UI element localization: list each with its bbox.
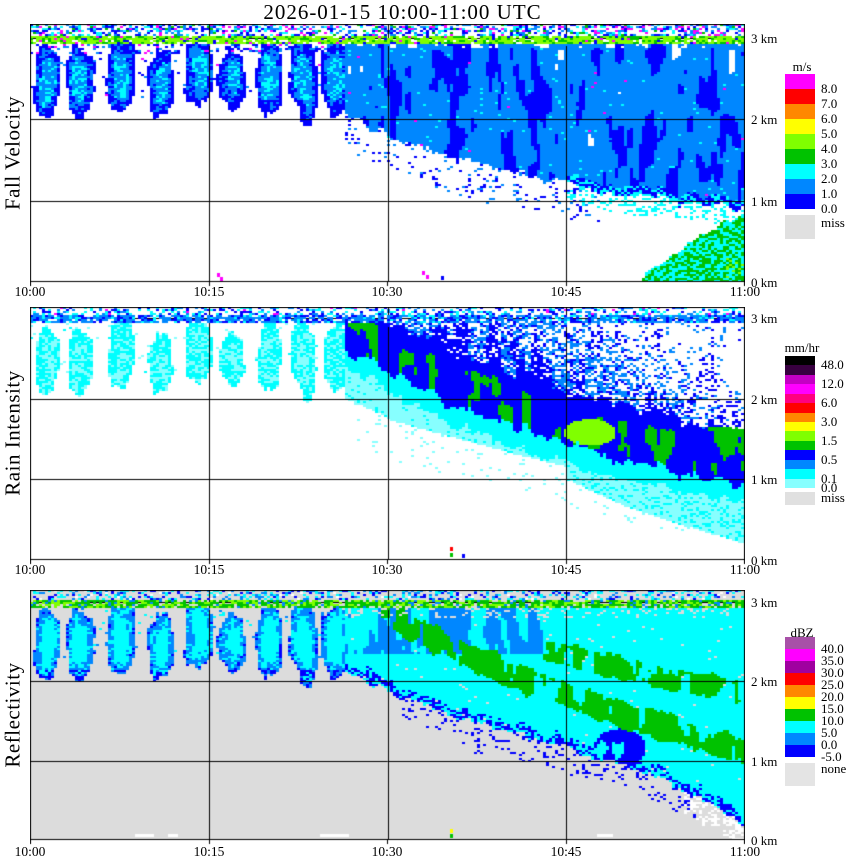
km-label: 1 km bbox=[751, 472, 778, 487]
velocity-legend-swatch bbox=[785, 134, 815, 150]
rain-legend-swatch bbox=[785, 374, 815, 385]
velocity-legend-swatch bbox=[785, 149, 815, 165]
velocity-legend-swatch bbox=[785, 74, 815, 90]
time-tick: 10:30 bbox=[371, 844, 403, 859]
velocity-heatmap bbox=[30, 24, 745, 287]
velocity-legend-tick: 8.0 bbox=[821, 81, 838, 96]
time-tick: 11:00 bbox=[729, 284, 761, 299]
velocity-legend-unit: m/s bbox=[792, 59, 812, 74]
km-label: 3 km bbox=[751, 311, 778, 326]
time-tick: 10:00 bbox=[14, 284, 46, 299]
reflectivity-legend-tick: -5.0 bbox=[821, 749, 842, 764]
rain-legend-swatch bbox=[785, 356, 815, 366]
velocity-legend-miss-swatch bbox=[785, 215, 815, 239]
rain-legend-swatch bbox=[785, 431, 815, 442]
velocity-legend-miss-label: miss bbox=[821, 215, 845, 230]
reflectivity-legend-tick: 35.0 bbox=[821, 653, 844, 668]
time-tick: 10:30 bbox=[371, 562, 403, 577]
rain-legend-tick: 48.0 bbox=[821, 357, 844, 373]
km-label: 2 km bbox=[751, 112, 778, 127]
rain-legend-tick: 3.0 bbox=[821, 414, 838, 429]
time-tick: 10:15 bbox=[193, 284, 225, 299]
rain-legend-swatch bbox=[785, 450, 815, 461]
reflectivity-axis-label: Reflectivity bbox=[0, 662, 25, 768]
reflectivity-legend-tick: 20.0 bbox=[821, 689, 844, 704]
rain-legend-swatch bbox=[785, 412, 815, 423]
velocity-legend-swatch bbox=[785, 179, 815, 195]
velocity-legend-swatch bbox=[785, 89, 815, 105]
reflectivity-legend-swatch bbox=[785, 721, 815, 734]
km-label: 0 km bbox=[751, 833, 778, 848]
rain-legend-tick: 6.0 bbox=[821, 395, 838, 411]
reflectivity-legend-tick: 10.0 bbox=[821, 713, 844, 728]
reflectivity-legend-swatch bbox=[785, 661, 815, 674]
velocity-legend-tick: 1.0 bbox=[821, 186, 838, 201]
time-tick: 10:45 bbox=[550, 284, 582, 299]
velocity-legend-tick: 7.0 bbox=[821, 96, 838, 111]
time-tick: 10:30 bbox=[371, 284, 403, 299]
km-label: 1 km bbox=[751, 194, 778, 209]
reflectivity-legend-tick: 30.0 bbox=[821, 665, 844, 680]
velocity-legend-tick: 6.0 bbox=[821, 111, 838, 126]
reflectivity-legend-unit: dBZ bbox=[790, 625, 814, 640]
rain-legend-tick: 0.1 bbox=[821, 470, 838, 486]
km-label: 0 km bbox=[751, 275, 778, 290]
reflectivity-legend-tick: 25.0 bbox=[821, 677, 844, 692]
rain-legend-swatch bbox=[785, 440, 815, 451]
velocity-legend-tick: 5.0 bbox=[821, 126, 838, 141]
rain-legend-tick: 0.5 bbox=[821, 451, 838, 467]
velocity-legend-tick: 4.0 bbox=[821, 141, 838, 156]
velocity-axis-label: Fall Velocity bbox=[0, 95, 25, 211]
reflectivity-legend-swatch bbox=[785, 733, 815, 746]
reflectivity-legend-tick: 15.0 bbox=[821, 701, 844, 716]
km-label: 1 km bbox=[751, 754, 778, 769]
reflectivity-heatmap bbox=[30, 590, 745, 845]
km-label: 3 km bbox=[751, 31, 778, 46]
reflectivity-legend-tick: 0.0 bbox=[821, 737, 838, 752]
reflectivity-legend-swatch bbox=[785, 697, 815, 710]
time-tick: 10:45 bbox=[550, 562, 582, 577]
page-title: 2026-01-15 10:00-11:00 UTC bbox=[263, 0, 542, 24]
time-tick: 10:15 bbox=[193, 562, 225, 577]
km-label: 2 km bbox=[751, 674, 778, 689]
time-tick: 10:00 bbox=[14, 562, 46, 577]
rain-legend-swatch bbox=[785, 459, 815, 470]
km-label: 2 km bbox=[751, 392, 778, 407]
time-tick: 11:00 bbox=[729, 844, 761, 859]
rain-legend-tick: 12.0 bbox=[821, 376, 844, 392]
reflectivity-legend-swatch bbox=[785, 709, 815, 722]
rain-legend-miss-label: miss bbox=[821, 490, 845, 505]
reflectivity-legend-tick: 5.0 bbox=[821, 725, 838, 740]
rain-legend-tick: 1.5 bbox=[821, 432, 838, 448]
time-tick: 10:15 bbox=[193, 844, 225, 859]
velocity-legend-swatch bbox=[785, 164, 815, 180]
velocity-legend-tick: 0.0 bbox=[821, 201, 838, 216]
time-tick: 10:45 bbox=[550, 844, 582, 859]
rain-legend: mm/hr 48.0 12.0 6.0 3.0 1.5 0.5 0.1 0.0 miss bbox=[785, 0, 849, 868]
rain-legend-swatch bbox=[785, 365, 815, 376]
rain-legend-unit: mm/hr bbox=[784, 340, 820, 355]
rain-axis-label: Rain Intensity bbox=[0, 370, 25, 496]
velocity-legend-tick: 2.0 bbox=[821, 171, 838, 186]
km-label: 0 km bbox=[751, 553, 778, 568]
rain-legend-swatch bbox=[785, 422, 815, 432]
reflectivity-legend-swatch bbox=[785, 649, 815, 662]
km-label: 3 km bbox=[751, 595, 778, 610]
velocity-legend: m/s 8.0 7.0 6.0 5.0 4.0 3.0 2.0 1.0 0.0 miss bbox=[785, 0, 849, 868]
rain-heatmap bbox=[30, 307, 745, 565]
reflectivity-legend-swatch bbox=[785, 637, 815, 650]
rain-legend-tick: 0.0 bbox=[821, 480, 838, 496]
reflectivity-legend: dBZ 40.0 35.0 30.0 25.0 20.0 15.0 10.0 5.0 0.0 -5.… bbox=[785, 0, 849, 868]
time-tick: 10:00 bbox=[14, 844, 46, 859]
reflectivity-legend-tick: 40.0 bbox=[821, 641, 844, 656]
velocity-legend-tick: 3.0 bbox=[821, 156, 838, 171]
time-tick: 11:00 bbox=[729, 562, 761, 577]
reflectivity-legend-miss-label: none bbox=[821, 761, 847, 776]
rain-legend-miss-swatch bbox=[785, 492, 815, 505]
